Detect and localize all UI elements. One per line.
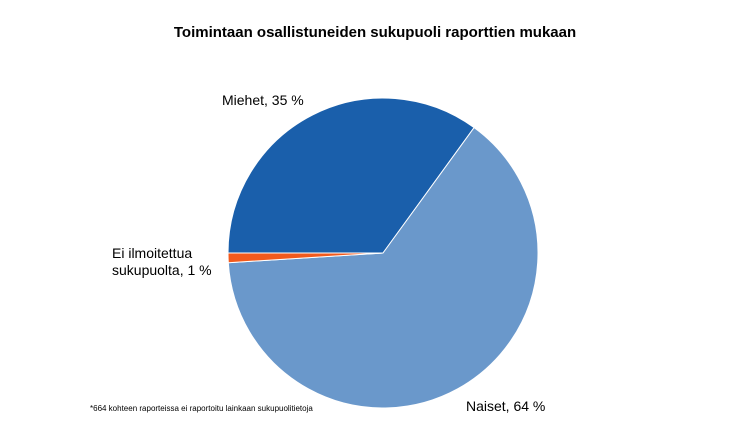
chart-title: Toimintaan osallistuneiden sukupuoli rap…	[173, 24, 577, 41]
pie-slice	[227, 97, 475, 254]
pie-slice	[227, 126, 539, 409]
slice-label: Ei ilmoitettua sukupuolta, 1 %	[112, 245, 212, 278]
slice-label: Miehet, 35 %	[222, 92, 304, 108]
footnote: *664 kohteen raporteissa ei raportoitu l…	[90, 404, 313, 413]
slice-label: Naiset, 64 %	[466, 398, 546, 414]
pie-slice	[227, 252, 384, 264]
